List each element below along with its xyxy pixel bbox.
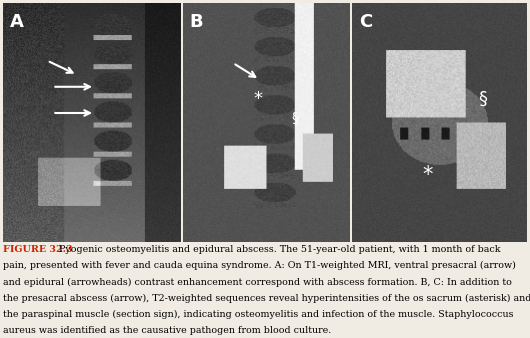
Text: and epidural (arrowheads) contrast enhancement correspond with abscess formation: and epidural (arrowheads) contrast enhan… (3, 277, 511, 287)
Text: A: A (10, 13, 24, 31)
Text: §: § (479, 90, 488, 108)
Text: Pyogenic osteomyelitis and epidural abscess. The 51-year-old patient, with 1 mon: Pyogenic osteomyelitis and epidural absc… (59, 245, 501, 254)
Text: *: * (422, 165, 433, 185)
Text: §: § (292, 111, 298, 125)
Text: FIGURE 32.3: FIGURE 32.3 (3, 245, 72, 254)
Text: the presacral abscess (arrow), T2-weighted sequences reveal hyperintensities of : the presacral abscess (arrow), T2-weight… (3, 294, 530, 303)
Text: B: B (190, 13, 203, 31)
Text: pain, presented with fever and cauda equina syndrome. A: On T1-weighted MRI, ven: pain, presented with fever and cauda equ… (3, 261, 516, 270)
Text: aureus was identified as the causative pathogen from blood culture.: aureus was identified as the causative p… (3, 327, 331, 335)
Text: C: C (359, 13, 373, 31)
Text: *: * (253, 90, 262, 108)
Text: the paraspinal muscle (section sign), indicating osteomyelitis and infection of : the paraspinal muscle (section sign), in… (3, 310, 513, 319)
